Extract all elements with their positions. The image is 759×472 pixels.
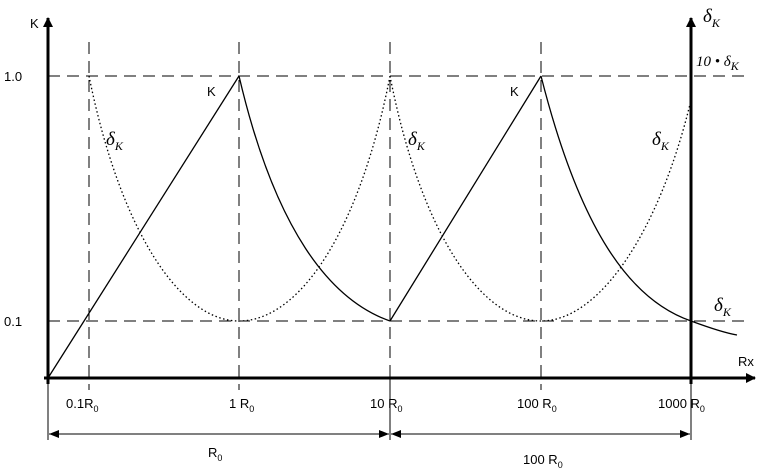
- delta-label-3: δK: [652, 129, 670, 153]
- delta-label-1-main: δ: [106, 129, 116, 150]
- delta-label-3-sub: K: [660, 139, 670, 153]
- x-tick-1000r0-sub: 0: [700, 404, 705, 414]
- x-tick-1r0-sub: 0: [249, 404, 254, 414]
- delta-label-3-main: δ: [652, 129, 662, 150]
- x-tick-10r0: 10 R0: [370, 396, 402, 414]
- x-tick-0-1r0-main: 0.1R: [66, 396, 93, 411]
- range-100r0-label-main: 100 R: [523, 452, 558, 467]
- k-fall-1: [238, 75, 391, 322]
- x-tick-0-1r0-sub: 0: [93, 404, 98, 414]
- x-tick-1r0-main: 1 R: [229, 396, 249, 411]
- y-axis-right-label-sub: K: [711, 16, 721, 30]
- delta-label-2: δK: [408, 129, 426, 153]
- y-axis-left-label: K: [30, 16, 39, 31]
- x-tick-1000r0: 1000 R0: [658, 396, 705, 414]
- delta-label-2-sub: K: [416, 139, 426, 153]
- k-rise-2: [389, 75, 542, 322]
- range-100r0-label: 100 R0: [523, 452, 563, 470]
- axes: [43, 17, 756, 384]
- ten-delta-label: 10 • δK: [696, 54, 740, 73]
- vertical-guides: [88, 42, 542, 390]
- delta-curve-2: [389, 75, 692, 322]
- delta-label-1: δK: [106, 129, 124, 153]
- k-curve-label-1: K: [207, 84, 216, 99]
- x-tick-100r0: 100 R0: [517, 396, 557, 414]
- range-r0-label-main: R: [208, 445, 217, 460]
- x-tick-10r0-sub: 0: [397, 404, 402, 414]
- x-tick-0-1r0: 0.1R0: [66, 396, 98, 414]
- x-tick-100r0-sub: 0: [552, 404, 557, 414]
- delta-label-2-main: δ: [408, 129, 418, 150]
- x-axis-label: Rx: [738, 354, 754, 369]
- k-rise-1: [47, 75, 240, 379]
- delta-label-4-main: δ: [714, 295, 724, 316]
- y-tick-0-1: 0.1: [4, 314, 22, 329]
- range-r0-label-sub: 0: [217, 453, 222, 463]
- x-axis-ticks: [47, 378, 692, 440]
- delta-curves: [88, 75, 692, 322]
- y-axis-right-label-main: δ: [703, 6, 713, 27]
- delta-label-4: δK: [714, 295, 732, 319]
- x-tick-10r0-main: 10 R: [370, 396, 397, 411]
- ten-delta-label-sub: K: [730, 59, 740, 73]
- k-curve-label-2: K: [510, 84, 519, 99]
- range-r0-label: R0: [208, 445, 222, 463]
- horizontal-guides: [48, 75, 745, 322]
- x-tick-1r0: 1 R0: [229, 396, 254, 414]
- k-fall-2: [540, 75, 738, 336]
- x-tick-1000r0-main: 1000 R: [658, 396, 700, 411]
- x-tick-100r0-main: 100 R: [517, 396, 552, 411]
- delta-curve-1: [88, 75, 391, 322]
- k-curves: [47, 75, 738, 379]
- delta-label-4-sub: K: [722, 305, 732, 319]
- y-axis-right-label: δK: [703, 6, 721, 30]
- y-tick-1-0: 1.0: [4, 69, 22, 84]
- ten-delta-label-main: 10 • δ: [696, 54, 732, 70]
- delta-label-1-sub: K: [114, 139, 124, 153]
- range-100r0-label-sub: 0: [558, 460, 563, 470]
